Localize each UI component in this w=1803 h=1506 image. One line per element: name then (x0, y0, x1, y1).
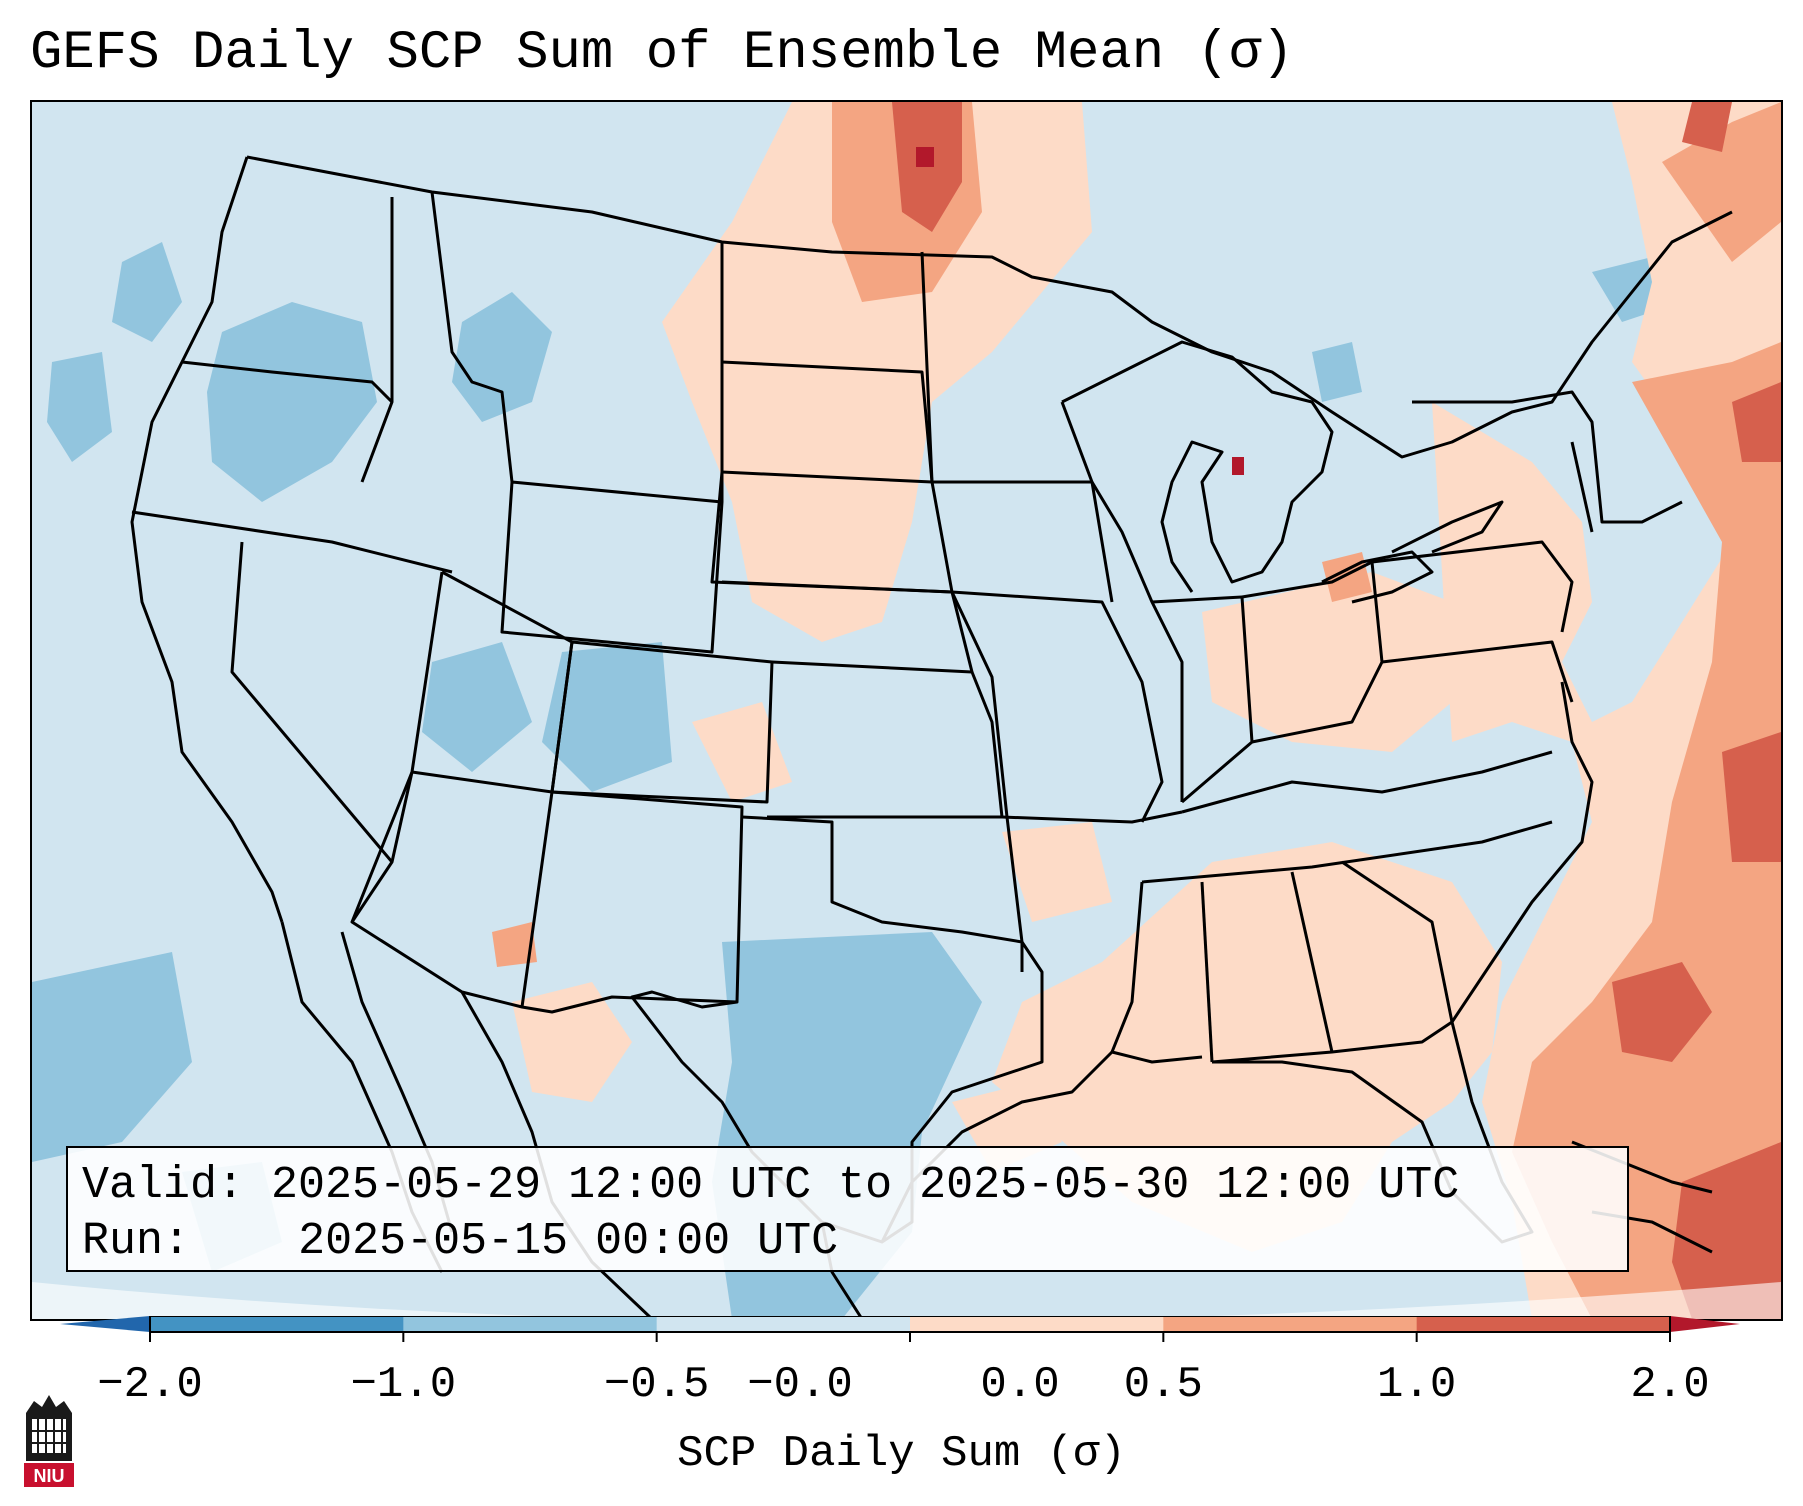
colorbar-label: SCP Daily Sum (σ) (677, 1429, 1126, 1479)
colorbar-segment (1163, 1316, 1418, 1332)
colorbar-segment (150, 1316, 404, 1332)
colorbar-tick-label: 0.5 (1123, 1360, 1203, 1410)
colorbar-segment (403, 1316, 658, 1332)
colorbar-extend-low (60, 1316, 150, 1332)
colorbar-extend-high (1670, 1316, 1740, 1332)
state-boundaries (130, 155, 1733, 1319)
scp-field-map (32, 102, 1781, 1319)
colorbar-tick-label: −1.0 (350, 1360, 457, 1410)
colorbar-tick-label: 2.0 (1630, 1360, 1710, 1410)
logo-banner (24, 1463, 74, 1487)
strong-positive-areas (892, 102, 1781, 1319)
valid-label: Valid: (82, 1160, 245, 1211)
validity-info-box: Valid: 2025-05-29 12:00 UTC to 2025-05-3… (66, 1146, 1629, 1272)
run-label: Run: (82, 1216, 191, 1267)
map-panel[interactable] (30, 100, 1783, 1321)
colorbar-segment (1416, 1316, 1671, 1332)
colorbar-tick-label: −0.0 (747, 1360, 853, 1410)
logo-text: NIU (34, 1466, 65, 1486)
colorbar-segment (910, 1316, 1164, 1332)
colorbar-tick-label: −0.5 (603, 1360, 710, 1410)
run-value: 2025-05-15 00:00 UTC (298, 1216, 839, 1267)
colorbar-tick-label: 0.0 (980, 1360, 1060, 1410)
colorbar (60, 1316, 1740, 1342)
colorbar-tick-label: 1.0 (1377, 1360, 1457, 1410)
niu-logo: NIU (24, 1395, 74, 1487)
colorbar-tick-label: −2.0 (97, 1360, 203, 1410)
valid-value: 2025-05-29 12:00 UTC to 2025-05-30 12:00… (271, 1160, 1460, 1211)
map-title: GEFS Daily SCP Sum of Ensemble Mean (σ) (30, 23, 1294, 84)
colorbar-segment (656, 1316, 911, 1332)
extreme-positive-spots (916, 147, 1244, 475)
